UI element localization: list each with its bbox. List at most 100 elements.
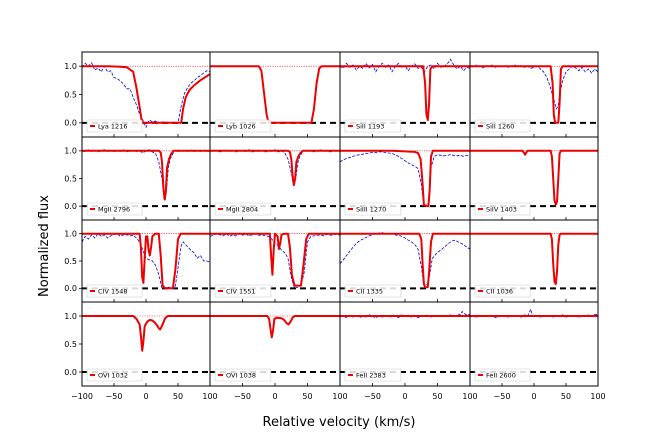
model-profile [82,149,210,201]
legend-box [474,202,531,216]
legend-box [474,119,531,133]
y-axis-title: Normalized flux [37,195,52,297]
ticks-layer: 0.0 0.5 1.0 0.0 0.5 1.0 0.0 0.5 1.0 0.0 0.5 1.0 −100… [64,62,605,401]
legend-box [214,202,272,216]
x-tick-label: 50 [561,392,571,401]
panel-plot-area [82,62,210,129]
legend-box [86,368,143,382]
panel-label: CII 1335 [356,287,383,295]
panel-plot-area [210,315,340,373]
legend-box [344,284,402,298]
panel-plot-area [82,232,210,290]
data-spectrum [210,149,340,185]
panel-15: FeII 2383 [339,301,471,387]
panel-plot-area [82,149,210,208]
panel-8: SiIV 1403 [469,136,599,221]
panel-plot-area [340,149,470,208]
panel-plot-area [470,232,598,290]
panel-plot-area [470,308,598,373]
panel-label: MgII 2796 [98,205,130,213]
y-tick-label: 1.0 [64,229,77,238]
panel-plot-area [82,315,210,373]
y-tick-label: 1.0 [64,147,77,156]
panel-5: MgII 2796 [79,136,211,221]
panel-9: CIV 1548 [79,219,211,303]
panel-7: SiIII 1270 [339,136,471,221]
model-profile [82,315,210,352]
panel-10: CIV 1551 [209,219,341,303]
panel-label: SiII 1260 [486,122,514,130]
data-spectrum [82,233,210,289]
x-tick-label: 0 [402,392,407,401]
panel-2: Lyb 1026 [209,51,341,138]
model-profile [210,65,340,124]
panels-layer: Lya 1216 Lyb 1026 SiII 1193 SiII 1260 MgII 2… [79,51,599,387]
panel-1: Lya 1216 [79,51,211,138]
panel-14: OVI 1038 [209,301,341,387]
y-tick-label: 0.0 [64,368,77,377]
model-profile [470,149,598,206]
model-profile [210,315,340,339]
panel-label: FeII 2600 [486,371,516,379]
legend-box [344,368,402,382]
legend-box [214,119,272,133]
panel-plot-area [340,310,470,373]
model-profile [82,232,210,290]
x-tick-label: 0 [531,392,536,401]
panel-11: CII 1335 [339,219,471,303]
x-tick-label: 50 [302,392,312,401]
x-tick-label: 100 [202,392,217,401]
data-spectrum [82,62,210,129]
panel-label: Lyb 1026 [226,122,256,130]
x-tick-label: 0 [272,392,277,401]
model-profile [470,232,598,285]
panel-label: OVI 1032 [98,371,128,379]
panel-13: OVI 1032 [79,301,211,387]
panel-12: CII 1036 [469,219,599,303]
panel-label: SiIV 1403 [486,205,517,213]
x-tick-label: 100 [332,392,347,401]
model-profile [340,232,470,289]
panel-label: CIV 1551 [226,287,256,295]
panel-4: SiII 1260 [469,51,599,138]
panel-plot-area [340,232,470,290]
x-tick-label: 100 [590,392,605,401]
model-profile [210,232,340,287]
x-tick-label: −50 [494,392,511,401]
panel-label: CII 1036 [486,287,513,295]
y-tick-label: 0.5 [64,257,77,266]
y-tick-label: 0.0 [64,119,77,128]
model-profile [470,65,598,124]
panel-label: OVI 1038 [226,371,256,379]
x-tick-label: −100 [71,392,93,401]
panel-plot-area [210,65,340,124]
x-tick-label: 0 [143,392,148,401]
x-tick-label: 50 [173,392,183,401]
x-tick-label: −50 [234,392,251,401]
x-tick-label: 100 [462,392,477,401]
panel-label: FeII 2383 [356,371,386,379]
panel-label: Lya 1216 [98,122,127,130]
data-spectrum [340,151,470,207]
panel-plot-area [210,232,340,290]
legend-box [86,119,143,133]
panel-plot-area [210,149,340,208]
y-tick-label: 0.5 [64,340,77,349]
panel-plot-area [470,64,598,124]
data-spectrum [340,232,470,287]
panel-plot-area [470,149,598,208]
model-profile [340,149,470,208]
legend-box [214,284,272,298]
legend-box [214,368,272,382]
y-tick-label: 0.5 [64,90,77,99]
panel-3: SiII 1193 [339,51,471,138]
panel-label: MgII 2804 [226,205,258,213]
x-tick-label: −50 [106,392,123,401]
legend-box [474,284,531,298]
y-tick-label: 0.0 [64,202,77,211]
y-tick-label: 0.0 [64,284,77,293]
legend-box [474,368,531,382]
panel-label: SiII 1193 [356,122,384,130]
model-profile [82,65,210,124]
